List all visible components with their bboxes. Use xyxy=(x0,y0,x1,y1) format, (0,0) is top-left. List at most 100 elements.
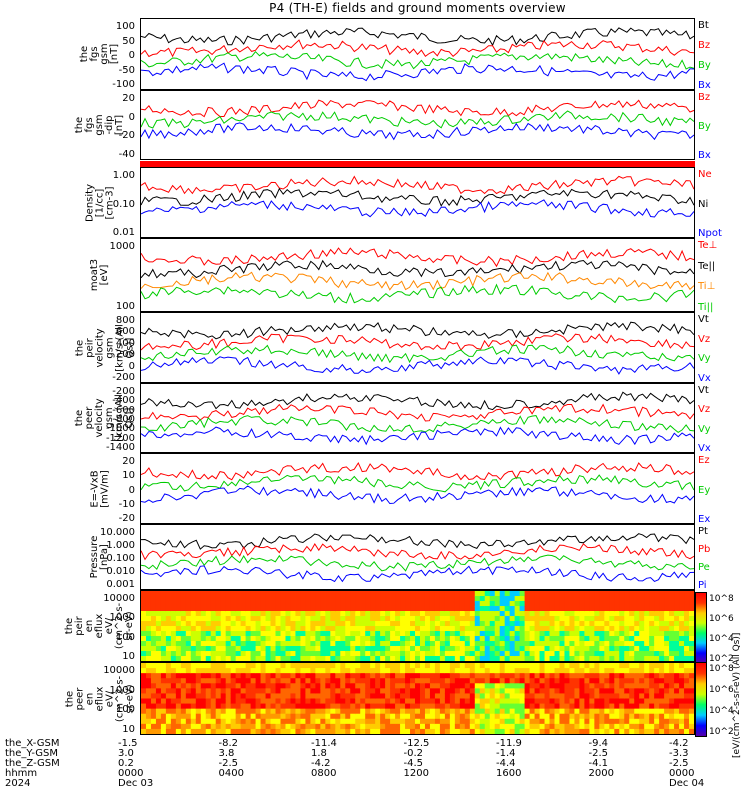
spectrogram-cell xyxy=(494,591,501,597)
spectrogram-cell xyxy=(165,626,172,632)
spectrogram-cell xyxy=(360,616,366,622)
spectrogram-cell xyxy=(300,693,307,700)
spectrogram-cell xyxy=(360,631,366,637)
spectrogram-cell xyxy=(589,703,595,710)
spectrogram-cell xyxy=(170,708,177,715)
spectrogram-cell xyxy=(235,621,242,627)
spectrogram-cell xyxy=(444,678,451,684)
spectrogram-cell xyxy=(494,708,501,715)
spectrogram-cell xyxy=(260,668,267,674)
spectrogram-cell xyxy=(564,626,571,632)
spectrogram-cell xyxy=(275,718,282,725)
spectrogram-cell xyxy=(519,641,526,647)
spectrogram-cell xyxy=(185,678,192,684)
spectrogram-cell xyxy=(360,591,366,597)
legend-Vy: Vy xyxy=(698,423,711,435)
spectrogram-cell xyxy=(579,718,585,725)
spectrogram-cell xyxy=(679,646,685,652)
spectrogram-cell xyxy=(215,728,222,734)
spectrogram-cell xyxy=(155,636,162,642)
spectrogram-cell xyxy=(609,723,615,730)
spectrogram-cell xyxy=(434,601,441,607)
spectrogram-cell xyxy=(649,688,655,695)
spectrogram-cell xyxy=(415,621,421,627)
spectrogram-cell xyxy=(395,673,401,679)
spectrogram-cell xyxy=(160,703,167,710)
spectrogram-cell xyxy=(325,693,331,700)
spectrogram-cell xyxy=(499,663,506,669)
spectrogram-cell xyxy=(559,713,566,720)
spectrogram-cell xyxy=(235,668,242,674)
spectrogram-cell xyxy=(370,626,376,632)
spectrogram-cell xyxy=(255,708,262,715)
spectrogram-cell xyxy=(370,616,376,622)
spectrogram-cell xyxy=(544,631,551,637)
spectrogram-cell xyxy=(524,713,531,720)
y-axis-label: Density [1/cc] [cm-3] xyxy=(84,167,115,238)
spectrogram-cell xyxy=(569,723,576,730)
spectrogram-cell xyxy=(260,646,267,652)
spectrogram-cell xyxy=(350,683,356,689)
spectrogram-cell xyxy=(270,693,277,700)
spectrogram-cell xyxy=(419,673,426,679)
spectrogram-cell xyxy=(639,708,645,715)
spectrogram-cell xyxy=(215,646,222,652)
spectrogram-cell xyxy=(594,646,600,652)
spectrogram-cell xyxy=(654,668,660,674)
spectrogram-cell xyxy=(629,611,635,617)
spectrogram-cell xyxy=(340,698,346,705)
spectrogram-cell xyxy=(240,683,247,689)
spectrogram-cell xyxy=(375,641,381,647)
spectrogram-cell xyxy=(609,683,615,689)
spectrogram-cell xyxy=(210,601,217,607)
spectrogram-cell xyxy=(330,621,336,627)
spectrogram-cell xyxy=(415,626,421,632)
spectrogram-cell xyxy=(539,591,546,597)
spectrogram-cell xyxy=(295,606,302,612)
spectrogram-cell xyxy=(345,683,351,689)
spectrogram-cell xyxy=(424,631,431,637)
spectrogram-cell xyxy=(250,713,257,720)
spectrogram-cell xyxy=(614,688,620,695)
spectrogram-cell xyxy=(235,596,242,602)
spectrogram-cell xyxy=(614,728,620,734)
spectrogram-cell xyxy=(200,606,207,612)
spectrogram-cell xyxy=(360,601,366,607)
spectrogram-cell xyxy=(210,673,217,679)
spectrogram-cell xyxy=(599,621,605,627)
spectrogram-cell xyxy=(305,641,311,647)
spectrogram-cell xyxy=(579,646,585,652)
spectrogram-cell xyxy=(649,663,655,669)
spectrogram-cell xyxy=(679,631,685,637)
spectrogram-cell xyxy=(330,693,336,700)
spectrogram-cell xyxy=(539,611,546,617)
spectrogram-cell xyxy=(504,621,511,627)
spectrogram-cell xyxy=(370,611,376,617)
spectrogram-cell xyxy=(290,693,297,700)
spectrogram-cell xyxy=(544,646,551,652)
spectrogram-cell xyxy=(245,713,252,720)
spectrogram-cell xyxy=(474,703,481,710)
spectrogram-cell xyxy=(275,631,282,637)
spectrogram-cell xyxy=(569,708,576,715)
spectrogram-cell xyxy=(499,616,506,622)
spectrogram-cell xyxy=(141,606,147,612)
spectrogram-cell xyxy=(674,646,680,652)
spectrogram-cell xyxy=(454,683,461,689)
spectrogram-cell xyxy=(644,708,650,715)
spectrogram-cell xyxy=(549,656,556,661)
spectrogram-cell xyxy=(534,601,541,607)
spectrogram-cell xyxy=(444,631,451,637)
spectrogram-cell xyxy=(489,616,496,622)
spectrogram-cell xyxy=(454,708,461,715)
spectrogram-cell xyxy=(564,678,571,684)
spectrogram-cell xyxy=(594,678,600,684)
spectrogram-cell xyxy=(419,631,426,637)
spectrogram-cell xyxy=(424,703,431,710)
spectrogram-cell xyxy=(205,656,212,661)
spectrogram-cell xyxy=(454,688,461,695)
legend-Vz: Vz xyxy=(698,333,711,345)
spectrogram-cell xyxy=(529,713,536,720)
spectrogram-cell xyxy=(141,718,147,725)
quality-flag-bar xyxy=(140,161,695,167)
